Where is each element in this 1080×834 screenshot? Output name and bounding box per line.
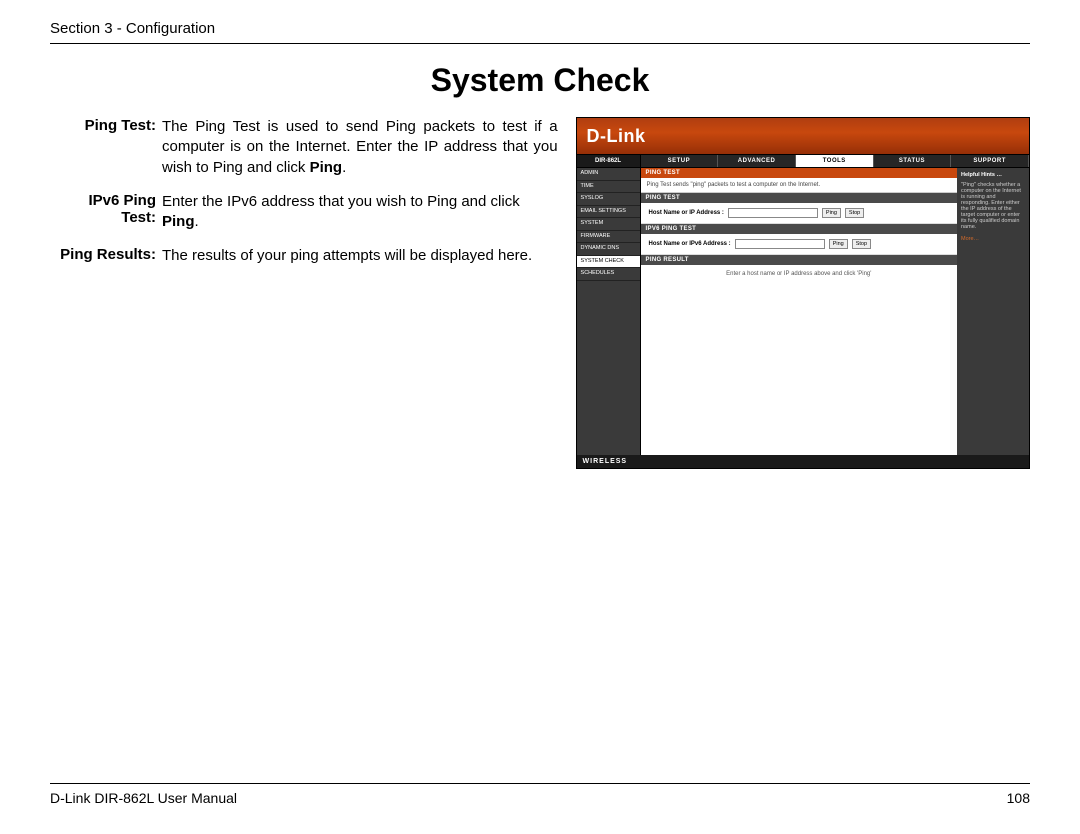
sidebar: ADMIN TIME SYSLOG EMAIL SETTINGS SYSTEM …	[577, 168, 641, 455]
description-column: Ping Test: The Ping Test is used to send…	[50, 117, 558, 469]
hints-more-link[interactable]: More…	[961, 236, 1025, 242]
sidebar-item-schedules[interactable]: SCHEDULES	[577, 268, 640, 281]
section-intro-text: Ping Test sends "ping" packets to test a…	[641, 178, 957, 193]
tab-tools[interactable]: TOOLS	[796, 155, 874, 167]
desc-text: The results of your ping attempts will b…	[162, 246, 532, 266]
ipv6-stop-button[interactable]: Stop	[852, 239, 871, 249]
tab-setup[interactable]: SETUP	[641, 155, 719, 167]
sidebar-item-admin[interactable]: ADMIN	[577, 168, 640, 181]
ping-label: Host Name or IP Address :	[649, 210, 724, 216]
desc-text: Enter the IPv6 address that you wish to …	[162, 192, 558, 233]
sidebar-item-system-check[interactable]: SYSTEM CHECK	[577, 256, 640, 269]
section-header: Section 3 - Configuration	[50, 20, 1030, 44]
desc-text: The Ping Test is used to send Ping packe…	[162, 117, 558, 178]
hints-title: Helpful Hints …	[961, 172, 1025, 178]
brand-logo: D-Link	[587, 126, 646, 147]
router-footer: WIRELESS	[577, 455, 1029, 468]
top-bar: DIR-862L SETUP ADVANCED TOOLS STATUS SUP…	[577, 154, 1029, 168]
desc-label: Ping Results:	[50, 246, 162, 266]
sidebar-item-syslog[interactable]: SYSLOG	[577, 193, 640, 206]
desc-ipv6-ping-test: IPv6 Ping Test: Enter the IPv6 address t…	[50, 192, 558, 233]
sidebar-item-email[interactable]: EMAIL SETTINGS	[577, 206, 640, 219]
sidebar-item-ddns[interactable]: DYNAMIC DNS	[577, 243, 640, 256]
hints-body: "Ping" checks whether a computer on the …	[961, 182, 1025, 230]
ipv6-form-row: Host Name or IPv6 Address : Ping Stop	[641, 234, 957, 255]
ipv6-label: Host Name or IPv6 Address :	[649, 241, 731, 247]
page-footer: D-Link DIR-862L User Manual 108	[50, 783, 1030, 806]
tab-advanced[interactable]: ADVANCED	[718, 155, 796, 167]
footer-right: 108	[1007, 790, 1030, 806]
ping-button[interactable]: Ping	[822, 208, 841, 218]
main-area: PING TEST Ping Test sends "ping" packets…	[641, 168, 1029, 455]
hints-panel: Helpful Hints … "Ping" checks whether a …	[957, 168, 1029, 455]
ping-host-input[interactable]	[728, 208, 818, 218]
ping-form-row: Host Name or IP Address : Ping Stop	[641, 203, 957, 224]
desc-ping-test: Ping Test: The Ping Test is used to send…	[50, 117, 558, 178]
desc-label: IPv6 Ping Test:	[50, 192, 162, 233]
router-body: ADMIN TIME SYSLOG EMAIL SETTINGS SYSTEM …	[577, 168, 1029, 455]
center-pane: PING TEST Ping Test sends "ping" packets…	[641, 168, 957, 455]
desc-ping-results: Ping Results: The results of your ping a…	[50, 246, 558, 266]
brand-banner: D-Link	[577, 118, 1029, 154]
section-result-header: PING RESULT	[641, 255, 957, 265]
stop-button[interactable]: Stop	[845, 208, 864, 218]
ipv6-host-input[interactable]	[735, 239, 825, 249]
tab-status[interactable]: STATUS	[874, 155, 952, 167]
ipv6-ping-button[interactable]: Ping	[829, 239, 848, 249]
section-ipv6-header: IPV6 PING TEST	[641, 224, 957, 234]
router-ui-screenshot: D-Link DIR-862L SETUP ADVANCED TOOLS STA…	[576, 117, 1030, 469]
sidebar-item-system[interactable]: SYSTEM	[577, 218, 640, 231]
footer-left: D-Link DIR-862L User Manual	[50, 790, 237, 806]
page-title: System Check	[50, 62, 1030, 99]
content-row: Ping Test: The Ping Test is used to send…	[50, 117, 1030, 469]
desc-label: Ping Test:	[50, 117, 162, 178]
section-ping-header: PING TEST	[641, 193, 957, 203]
sidebar-item-time[interactable]: TIME	[577, 181, 640, 194]
sidebar-item-firmware[interactable]: FIRMWARE	[577, 231, 640, 244]
nav-tabs: SETUP ADVANCED TOOLS STATUS SUPPORT	[641, 155, 1029, 167]
tab-support[interactable]: SUPPORT	[951, 155, 1029, 167]
result-box: Enter a host name or IP address above an…	[641, 265, 957, 455]
section-intro-header: PING TEST	[641, 168, 957, 178]
model-label: DIR-862L	[577, 155, 641, 167]
